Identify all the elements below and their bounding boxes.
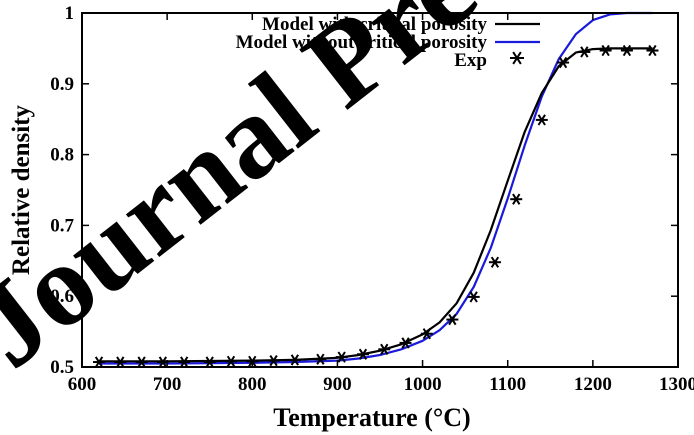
x-tick-label: 700 <box>153 374 182 395</box>
data-point <box>356 348 369 360</box>
data-point <box>378 343 391 355</box>
data-point <box>93 356 106 368</box>
legend-label: Model without critical porosity <box>236 32 488 53</box>
legend-marker <box>510 51 524 65</box>
y-tick-label: 0.6 <box>50 286 74 307</box>
plot-frame <box>81 12 679 368</box>
y-tick-label: 1 <box>65 3 75 24</box>
data-point <box>335 351 348 363</box>
data-point <box>557 56 570 69</box>
data-point <box>203 356 216 368</box>
y-axis-label: Relative density <box>8 104 35 275</box>
data-point <box>225 355 237 367</box>
series-line-1 <box>99 11 653 365</box>
x-tick-label: 900 <box>323 374 352 395</box>
data-point <box>178 356 191 368</box>
x-tick-label: 1000 <box>404 374 442 395</box>
data-point <box>467 291 480 303</box>
watermark: Journal Pre-proof <box>0 0 694 392</box>
y-tick-label: 0.8 <box>50 145 74 166</box>
data-point <box>267 354 280 367</box>
data-point <box>114 356 127 368</box>
x-axis-label: Temperature (°C) <box>273 403 470 432</box>
x-tick-label: 1300 <box>659 374 694 395</box>
legend-label: Model with critical porosity <box>262 14 487 35</box>
series-markers <box>93 44 659 368</box>
data-point <box>314 353 327 365</box>
data-point <box>288 354 301 366</box>
data-point <box>578 46 591 58</box>
y-tick-label: 0.9 <box>50 74 74 95</box>
x-tick-label: 800 <box>238 374 267 395</box>
data-point <box>420 328 433 340</box>
y-tick-label: 0.7 <box>50 215 74 236</box>
data-point <box>399 337 412 349</box>
data-point <box>488 256 501 268</box>
data-point <box>135 356 148 368</box>
x-tick-label: 1100 <box>489 374 526 395</box>
y-tick-label: 0.5 <box>50 357 74 378</box>
data-point <box>599 44 612 57</box>
data-point <box>510 193 523 205</box>
data-point <box>620 44 633 57</box>
x-tick-label: 1200 <box>574 374 612 395</box>
x-tick-label: 600 <box>68 374 97 395</box>
axis-ticks: 600 700 800 900 1000 1100 1200 1300 0.5 0.6 0.7 0.8… <box>50 3 694 395</box>
legend-label: Exp <box>454 50 487 71</box>
data-point <box>646 44 659 57</box>
data-point <box>446 313 459 326</box>
data-point <box>535 114 548 126</box>
